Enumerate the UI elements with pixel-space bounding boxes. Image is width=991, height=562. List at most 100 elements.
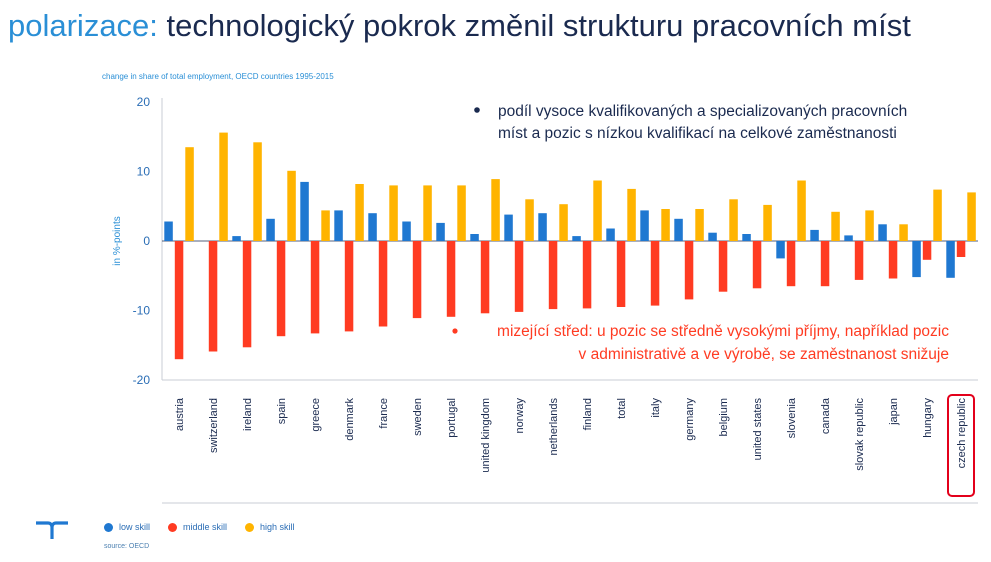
legend-swatch-low xyxy=(104,522,113,532)
company-logo-icon xyxy=(36,521,68,539)
bar-middle xyxy=(514,241,524,312)
x-tick-label: slovenia xyxy=(786,397,798,438)
bar-low xyxy=(232,236,241,241)
x-tick-label: germany xyxy=(684,398,696,441)
bar-high xyxy=(763,204,772,241)
bar-low xyxy=(640,210,649,241)
bar-middle xyxy=(582,241,592,309)
x-tick-label: japan xyxy=(888,398,900,426)
x-tick-label: united states xyxy=(752,398,764,461)
bar-high xyxy=(253,142,262,241)
bar-middle xyxy=(820,241,830,287)
bar-middle xyxy=(344,241,354,332)
annotation-2-line: mizející střed: u pozic se středně vysok… xyxy=(497,323,949,340)
bar-low xyxy=(368,213,377,241)
bar-middle xyxy=(548,241,558,310)
bar-low xyxy=(912,241,921,278)
y-tick-label: 20 xyxy=(137,95,151,109)
bar-high xyxy=(967,192,976,241)
bar-low xyxy=(436,222,445,241)
bar-low xyxy=(674,218,683,241)
bar-high xyxy=(729,199,738,241)
x-tick-label: switzerland xyxy=(208,398,220,453)
bar-low xyxy=(300,181,309,241)
y-axis-label: in %-points xyxy=(112,216,123,265)
bar-high xyxy=(559,204,568,241)
title-prefix: polarizace: xyxy=(8,8,158,43)
bar-low xyxy=(878,224,887,241)
bar-middle xyxy=(208,241,218,352)
legend-swatch-middle xyxy=(168,522,178,532)
x-tick-label: finland xyxy=(582,398,594,430)
bar-low xyxy=(402,221,411,241)
y-tick-label: -10 xyxy=(133,304,151,318)
bar-high xyxy=(219,132,228,241)
bar-middle xyxy=(786,241,796,287)
bar-low xyxy=(504,214,513,241)
bar-high xyxy=(627,188,636,241)
bar-low xyxy=(776,241,785,259)
x-tick-label: czech republic xyxy=(956,398,968,469)
bar-low xyxy=(844,235,853,241)
x-tick-label: ireland xyxy=(242,398,254,431)
bar-high xyxy=(185,147,194,241)
bar-high xyxy=(593,180,602,241)
x-tick-label: spain xyxy=(276,398,288,424)
bar-high xyxy=(423,185,432,241)
bar-low xyxy=(810,229,819,241)
bar-low xyxy=(164,221,173,241)
bar-high xyxy=(525,199,534,241)
x-tick-label: sweden xyxy=(412,398,424,436)
bar-middle xyxy=(174,241,184,360)
chart-subtitle: change in share of total employment, OEC… xyxy=(102,72,334,81)
legend-item-high: high skill xyxy=(245,522,295,532)
bar-high xyxy=(695,209,704,241)
annotation-bullet-2 xyxy=(452,328,458,334)
annotation-2-line: v administrativě a ve výrobě, se zaměstn… xyxy=(579,346,949,363)
bar-low xyxy=(572,236,581,241)
bar-high xyxy=(321,210,330,241)
bar-low xyxy=(708,232,717,241)
x-tick-label: slovak republic xyxy=(854,398,866,471)
bar-middle xyxy=(310,241,320,334)
legend-label-low: low skill xyxy=(119,522,151,532)
bar-middle xyxy=(242,241,252,348)
bar-low xyxy=(266,218,275,241)
legend-item-low: low skill xyxy=(104,522,150,532)
bar-low xyxy=(470,234,479,241)
x-tick-label: united kingdom xyxy=(480,398,492,473)
y-tick-label: 10 xyxy=(137,165,151,179)
legend: low skill middle skill high skill xyxy=(104,522,295,532)
bar-high xyxy=(491,179,500,241)
bar-low xyxy=(538,213,547,241)
bar-middle xyxy=(684,241,694,300)
bar-high xyxy=(933,189,942,241)
bar-high xyxy=(661,209,670,241)
bar-high xyxy=(865,210,874,241)
x-tick-label: denmark xyxy=(344,398,356,441)
annotation-1-line: míst a pozic s nízkou kvalifikací na cel… xyxy=(498,125,897,142)
page-title: polarizace: technologický pokrok změnil … xyxy=(8,8,911,44)
x-tick-label: france xyxy=(378,398,390,429)
x-tick-label: hungary xyxy=(922,398,934,438)
legend-item-middle: middle skill xyxy=(168,522,227,532)
x-tick-label: austria xyxy=(174,397,186,431)
bar-high xyxy=(389,185,398,241)
highlight-box xyxy=(947,394,975,497)
annotation-bullet-1 xyxy=(474,107,480,113)
bar-middle xyxy=(888,241,898,279)
bar-middle xyxy=(752,241,762,289)
bar-middle xyxy=(276,241,286,337)
bar-middle xyxy=(650,241,660,306)
bar-middle xyxy=(718,241,728,292)
bar-middle xyxy=(616,241,626,307)
bar-middle xyxy=(922,241,932,260)
bar-high xyxy=(899,224,908,241)
x-tick-label: canada xyxy=(820,397,832,434)
bar-high xyxy=(831,211,840,241)
x-tick-label: italy xyxy=(650,398,662,418)
y-tick-label: -20 xyxy=(133,373,151,387)
x-tick-label: greece xyxy=(310,398,322,432)
legend-label-high: high skill xyxy=(260,522,295,532)
